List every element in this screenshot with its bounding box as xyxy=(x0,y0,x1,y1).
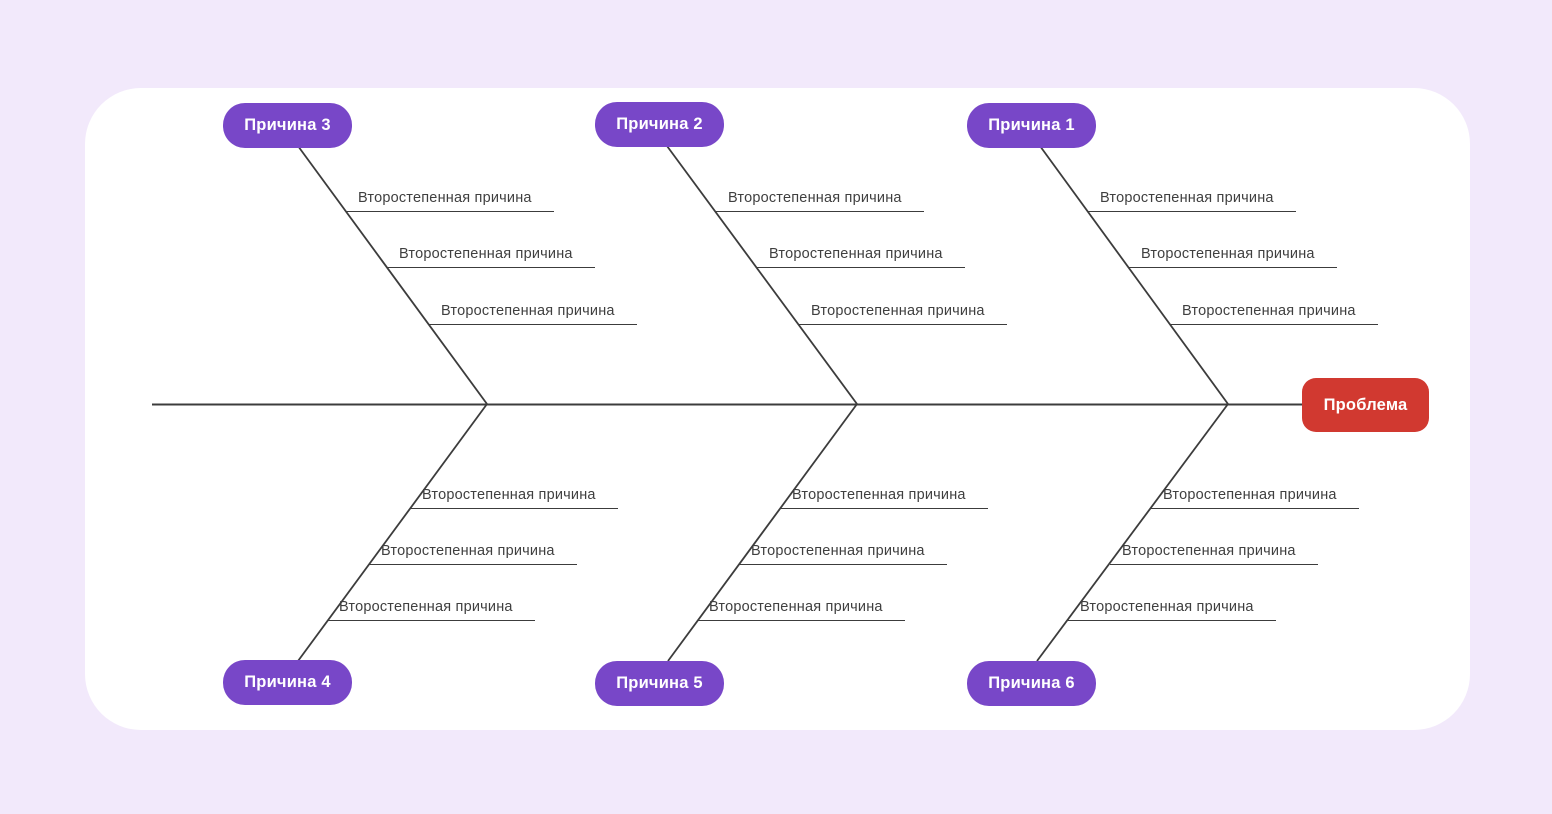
cause-node-5: Причина 5 xyxy=(595,661,724,706)
secondary-cause-branch: Второстепенная причина xyxy=(716,190,924,212)
secondary-cause-branch: Второстепенная причина xyxy=(1170,303,1378,325)
secondary-cause-branch: Второстепенная причина xyxy=(1129,246,1337,268)
secondary-cause-label: Второстепенная причина xyxy=(339,599,513,615)
cause-node-1: Причина 1 xyxy=(967,103,1096,148)
cause-node-6: Причина 6 xyxy=(967,661,1096,706)
secondary-cause-label: Второстепенная причина xyxy=(792,487,966,503)
secondary-cause-label: Второстепенная причина xyxy=(1141,246,1315,262)
cause-node-2: Причина 2 xyxy=(595,102,724,147)
secondary-cause-label: Второстепенная причина xyxy=(769,246,943,262)
secondary-cause-label: Второстепенная причина xyxy=(1122,543,1296,559)
cause-node-3: Причина 3 xyxy=(223,103,352,148)
cause-label: Причина 3 xyxy=(244,116,331,134)
secondary-cause-label: Второстепенная причина xyxy=(728,190,902,206)
secondary-cause-label: Второстепенная причина xyxy=(811,303,985,319)
cause-label: Причина 6 xyxy=(988,674,1075,692)
secondary-cause-label: Второстепенная причина xyxy=(1163,487,1337,503)
secondary-cause-branch: Второстепенная причина xyxy=(739,543,947,565)
secondary-cause-branch: Второстепенная причина xyxy=(387,246,595,268)
secondary-cause-label: Второстепенная причина xyxy=(1182,303,1356,319)
secondary-cause-label: Второстепенная причина xyxy=(751,543,925,559)
secondary-cause-label: Второстепенная причина xyxy=(1080,599,1254,615)
secondary-cause-branch: Второстепенная причина xyxy=(327,599,535,621)
secondary-cause-branch: Второстепенная причина xyxy=(369,543,577,565)
secondary-cause-branch: Второстепенная причина xyxy=(697,599,905,621)
secondary-cause-label: Второстепенная причина xyxy=(381,543,555,559)
secondary-cause-label: Второстепенная причина xyxy=(422,487,596,503)
secondary-cause-label: Второстепенная причина xyxy=(399,246,573,262)
secondary-cause-label: Второстепенная причина xyxy=(709,599,883,615)
secondary-cause-branch: Второстепенная причина xyxy=(429,303,637,325)
secondary-cause-branch: Второстепенная причина xyxy=(346,190,554,212)
secondary-cause-branch: Второстепенная причина xyxy=(1068,599,1276,621)
secondary-cause-branch: Второстепенная причина xyxy=(757,246,965,268)
secondary-cause-branch: Второстепенная причина xyxy=(1110,543,1318,565)
secondary-cause-branch: Второстепенная причина xyxy=(799,303,1007,325)
cause-label: Причина 5 xyxy=(616,674,703,692)
cause-label: Причина 4 xyxy=(244,673,331,691)
cause-node-4: Причина 4 xyxy=(223,660,352,705)
problem-label: Проблема xyxy=(1323,395,1408,414)
secondary-cause-label: Второстепенная причина xyxy=(1100,190,1274,206)
cause-label: Причина 1 xyxy=(988,116,1075,134)
cause-label: Причина 2 xyxy=(616,115,703,133)
problem-node: Проблема xyxy=(1302,378,1429,432)
secondary-cause-branch: Второстепенная причина xyxy=(1088,190,1296,212)
diagram-card xyxy=(85,88,1470,730)
secondary-cause-label: Второстепенная причина xyxy=(358,190,532,206)
secondary-cause-branch: Второстепенная причина xyxy=(1151,487,1359,509)
secondary-cause-label: Второстепенная причина xyxy=(441,303,615,319)
secondary-cause-branch: Второстепенная причина xyxy=(780,487,988,509)
secondary-cause-branch: Второстепенная причина xyxy=(410,487,618,509)
